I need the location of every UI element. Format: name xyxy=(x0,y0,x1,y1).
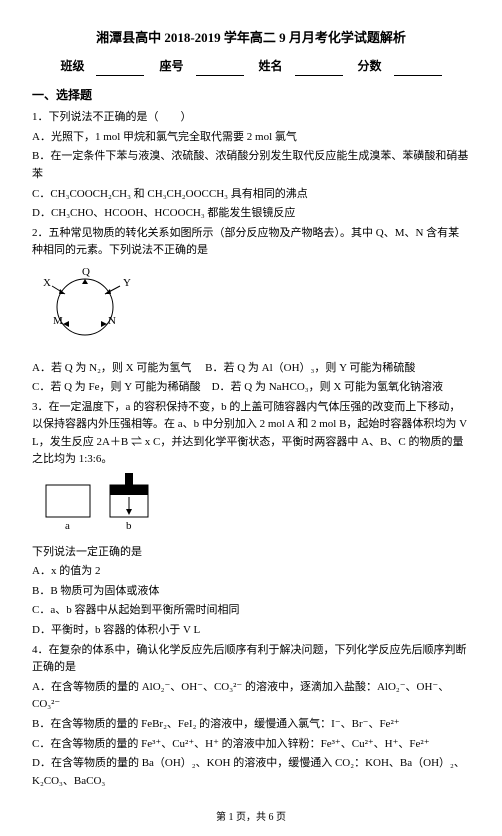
name-blank xyxy=(295,63,343,76)
q4-c: C．在含等物质的量的 Fe³⁺、Cu²⁺、H⁺ 的溶液中加入锌粉：Fe³⁺、Cu… xyxy=(32,736,470,754)
score-blank xyxy=(394,63,442,76)
name-label: 姓名 xyxy=(259,59,283,73)
exam-title: 湘潭县高中 2018-2019 学年高二 9 月月考化学试题解析 xyxy=(32,28,470,49)
q3-label-b: b xyxy=(126,520,132,532)
class-blank xyxy=(96,63,144,76)
q2-diagram: X Y Q M N xyxy=(38,264,470,356)
q2-label-y: Y xyxy=(123,277,131,289)
q2-label-n: N xyxy=(108,315,116,327)
page-footer: 第 1 页，共 6 页 xyxy=(32,810,470,826)
section-1-heading: 一、选择题 xyxy=(32,86,470,105)
q3-stem: 3．在一定温度下，a 的容积保持不变，b 的上盖可随容器内气体压强的改变而上下移… xyxy=(32,399,470,469)
q1-b: B．在一定条件下苯与液溴、浓硫酸、浓硝酸分别发生取代反应能生成溴苯、苯磺酸和硝基… xyxy=(32,148,470,183)
header-row: 班级 座号 姓名 分数 xyxy=(32,57,470,76)
q3-b: B．B 物质可为固体或液体 xyxy=(32,583,470,601)
q1-stem: 1．下列说法不正确的是（ ） xyxy=(32,109,470,127)
q2-c: C．若 Q 为 Fe，则 Y 可能为稀硝酸 xyxy=(32,381,201,393)
q4-stem: 4．在复杂的体系中，确认化学反应先后顺序有利于解决问题，下列化学反应先后顺序判断… xyxy=(32,642,470,677)
q4-a: A．在含等物质的量的 AlO₂⁻、OH⁻、CO₃²⁻ 的溶液中，逐滴加入盐酸：A… xyxy=(32,679,470,714)
seat-label: 座号 xyxy=(159,59,183,73)
q3-c: C．a、b 容器中从起始到平衡所需时间相同 xyxy=(32,602,470,620)
q4-b: B．在含等物质的量的 FeBr₂、FeI₂ 的溶液中，缓慢通入氯气：I⁻、Br⁻… xyxy=(32,716,470,734)
q1-c: C．CH₃COOCH₂CH₃ 和 CH₃CH₂OOCCH₃ 具有相同的沸点 xyxy=(32,186,470,204)
q2-label-q: Q xyxy=(82,266,90,278)
q3-d: D．平衡时，b 容器的体积小于 V L xyxy=(32,622,470,640)
q2-a: A．若 Q 为 N₂，则 X 可能为氢气 xyxy=(32,362,191,374)
q2-d: D．若 Q 为 NaHCO₃，则 X 可能为氢氧化钠溶液 xyxy=(212,381,443,393)
q4-d: D．在含等物质的量的 Ba（OH）₂、KOH 的溶液中，缓慢通入 CO₂：KOH… xyxy=(32,755,470,790)
q3-a: A．x 的值为 2 xyxy=(32,563,470,581)
q2-label-m: M xyxy=(53,315,63,327)
q3-diagram: a b xyxy=(38,473,470,540)
q2-stem: 2．五种常见物质的转化关系如图所示（部分反应物及产物略去）。其中 Q、M、N 含… xyxy=(32,225,470,260)
seat-blank xyxy=(196,63,244,76)
q2-b: B．若 Q 为 Al（OH）₃，则 Y 可能为稀硫酸 xyxy=(205,362,415,374)
class-label: 班级 xyxy=(60,59,84,73)
q1-a: A．光照下，1 mol 甲烷和氯气完全取代需要 2 mol 氯气 xyxy=(32,129,470,147)
q3-label-a: a xyxy=(65,520,70,532)
q1-d: D．CH₃CHO、HCOOH、HCOOCH₃ 都能发生银镜反应 xyxy=(32,205,470,223)
q3-post: 下列说法一定正确的是 xyxy=(32,544,470,562)
score-label: 分数 xyxy=(358,59,382,73)
q2-label-x: X xyxy=(43,277,51,289)
